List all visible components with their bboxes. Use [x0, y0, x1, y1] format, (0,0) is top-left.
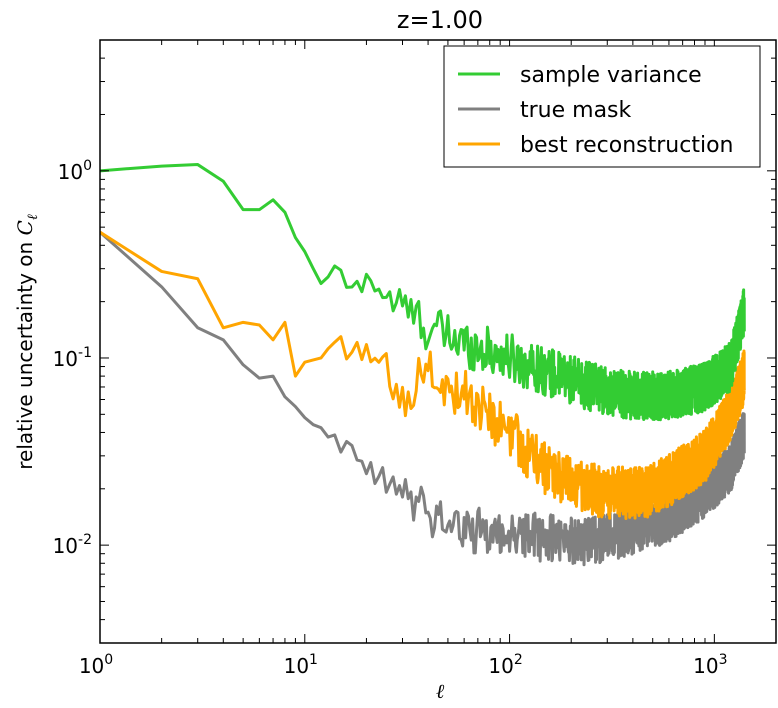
x-tick-label: 101: [284, 652, 318, 678]
y-axis-label: relative uncertainty on Cℓ: [13, 214, 41, 470]
legend: sample variance true mask best reconstruct…: [443, 45, 761, 168]
chart-title: z=1.00: [397, 6, 483, 34]
y-tick-label: 100: [58, 158, 92, 184]
y-axis-label-text: relative uncertainty on: [13, 235, 37, 469]
y-tick-label: 10-1: [53, 345, 92, 371]
legend-box: [443, 45, 761, 168]
x-tick-label: 102: [488, 652, 522, 678]
x-axis-label: ℓ: [436, 679, 445, 703]
series-layer: [100, 163, 746, 567]
ticks-layer: 100 101 102 103 10-2 10-1 100: [53, 39, 777, 678]
legend-label-best-reconstruction: best reconstruction: [520, 133, 734, 158]
legend-label-true-mask: true mask: [520, 98, 632, 123]
x-tick-label: 100: [79, 652, 113, 678]
y-axis-label-symbol: C: [13, 220, 37, 235]
series-line-best-reconstruction: [100, 230, 746, 521]
y-tick-label: 10-2: [53, 532, 92, 558]
x-tick-label: 103: [693, 652, 727, 678]
plot-frame: [99, 39, 777, 644]
series-line-sample-variance: [100, 163, 746, 422]
legend-label-sample-variance: sample variance: [520, 63, 702, 88]
y-axis-label-subscript: ℓ: [25, 214, 41, 220]
